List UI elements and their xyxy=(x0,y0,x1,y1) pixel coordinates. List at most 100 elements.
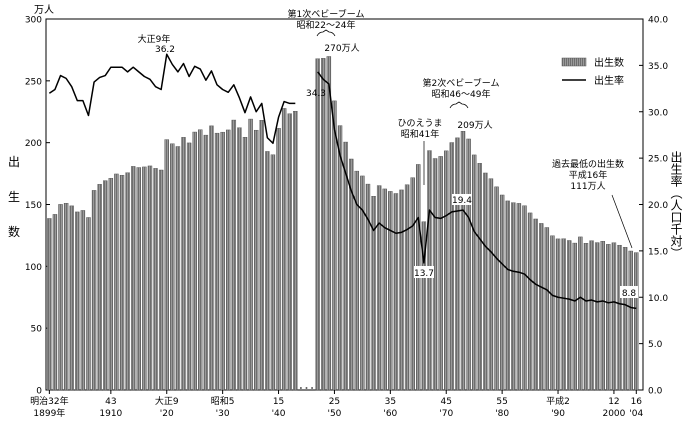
annotation-hinoe-year: 昭和41年 xyxy=(401,128,439,140)
annotation-taisho9: 大正9年 36.2 xyxy=(138,33,175,55)
births-bar xyxy=(589,240,594,391)
births-bar xyxy=(337,125,343,391)
annotation-taisho9-title: 大正9年 xyxy=(138,33,171,45)
left-axis-label-char-2: 生 xyxy=(8,190,20,204)
annotation-lowest-title: 過去最低の出生数 xyxy=(552,158,624,170)
x-tick-label-era: 16 xyxy=(631,397,643,407)
x-tick-label-era: 25 xyxy=(329,397,340,407)
annotation-taisho9-value: 36.2 xyxy=(155,45,175,55)
x-tick-label-year: '20 xyxy=(160,409,174,419)
annotation-hinoe: ひのえうま 昭和41年 13.7 xyxy=(397,118,442,279)
births-bar xyxy=(315,58,320,391)
births-bar xyxy=(455,137,460,391)
births-bar xyxy=(52,214,58,391)
births-bar xyxy=(198,129,203,391)
annotation-boom1-period: 昭和22～24年 xyxy=(297,19,356,31)
annotation-lowest-leader xyxy=(611,194,633,249)
annotation-boom2-rate: 19.4 xyxy=(452,196,472,206)
births-bar xyxy=(214,132,220,391)
left-tick-label: 250 xyxy=(25,77,42,87)
right-tick-label: 5.0 xyxy=(648,340,663,350)
births-bar xyxy=(522,205,527,391)
births-bar xyxy=(483,172,488,391)
annotation-lowest: 過去最低の出生数 平成16年 111万人 8.8 xyxy=(552,158,638,299)
births-bar xyxy=(287,113,292,391)
legend-bar-label: 出生数 xyxy=(594,56,624,69)
right-tick-label: 0.0 xyxy=(648,387,663,397)
births-bar xyxy=(47,218,52,391)
births-bar xyxy=(466,138,471,391)
annotation-hinoe-rate-box xyxy=(414,266,434,278)
annotation-lowest-year: 平成16年 xyxy=(569,169,607,181)
annotation-boom1-title: 第1次ベビーブーム xyxy=(288,8,365,20)
right-tick-label: 25.0 xyxy=(648,155,668,165)
births-bar xyxy=(265,151,270,391)
annotation-boom2-rate-box xyxy=(452,194,472,205)
births-bar xyxy=(477,163,482,391)
births-bar xyxy=(69,205,74,391)
births-bar xyxy=(142,166,147,391)
left-tick-label: 300 xyxy=(25,16,42,26)
x-tick-label-era: 55 xyxy=(496,397,507,407)
births-bar xyxy=(147,165,153,391)
annotation-boom1-births: 270万人 xyxy=(324,43,359,54)
left-tick-label: 100 xyxy=(25,263,42,273)
births-bar xyxy=(471,154,477,391)
births-bar xyxy=(404,184,410,391)
annotation-boom1: 第1次ベビーブーム 昭和22～24年 270万人 34.3 xyxy=(288,8,365,99)
births-bar xyxy=(360,175,365,391)
births-bar xyxy=(410,177,415,391)
missing-year-marker xyxy=(300,387,302,389)
births-bar xyxy=(516,203,522,391)
births-bar xyxy=(326,56,332,391)
births-bar xyxy=(153,168,158,391)
births-bar xyxy=(343,141,348,391)
births-bar xyxy=(332,100,337,391)
births-bar xyxy=(181,137,186,391)
left-tick-label: 150 xyxy=(25,201,42,211)
annotation-boom2-period: 昭和46～49年 xyxy=(432,88,491,100)
births-bar xyxy=(281,108,287,391)
births-bar xyxy=(80,210,86,391)
right-tick-label: 35.0 xyxy=(648,62,668,72)
births-bar xyxy=(555,238,561,391)
missing-year-marker xyxy=(311,387,313,389)
births-bar xyxy=(399,189,404,391)
births-bar xyxy=(460,131,466,391)
x-tick-label-year: '04 xyxy=(629,409,643,419)
births-bar xyxy=(63,203,69,391)
right-tick-label: 10.0 xyxy=(648,294,668,304)
x-tick-label-year: 2000 xyxy=(602,409,625,419)
legend-bar-swatch xyxy=(561,57,587,67)
births-bar xyxy=(449,142,455,391)
births-bar xyxy=(220,131,225,391)
births-bar xyxy=(231,119,237,391)
births-bar xyxy=(382,188,387,391)
annotation-hinoe-title: ひのえうま xyxy=(397,118,442,129)
births-bar xyxy=(321,58,326,391)
births-bar xyxy=(494,186,499,391)
births-bar xyxy=(365,183,371,391)
x-tick-label-era: 45 xyxy=(441,397,452,407)
rate-line xyxy=(48,53,296,145)
births-bar xyxy=(276,128,281,391)
births-bar xyxy=(572,242,578,391)
births-bar xyxy=(438,156,443,391)
births-bar xyxy=(209,125,214,391)
births-bar xyxy=(237,127,242,391)
births-bar xyxy=(505,200,510,391)
annotation-boom2: 第2次ベビーブーム 昭和46～49年 209万人 19.4 xyxy=(423,77,500,206)
annotation-lowest-rate: 8.8 xyxy=(622,289,637,299)
births-bar xyxy=(136,167,141,391)
rate-line xyxy=(317,71,637,310)
births-bar xyxy=(393,193,399,391)
left-axis-label-char-3: 数 xyxy=(8,224,20,239)
births-bar xyxy=(192,131,197,391)
x-tick-label-year: '50 xyxy=(327,409,341,419)
right-tick-label: 15.0 xyxy=(648,247,668,257)
births-bar xyxy=(125,172,130,391)
x-tick-label-year: '30 xyxy=(216,409,230,419)
births-bar xyxy=(97,184,102,391)
births-bar xyxy=(511,202,516,391)
right-tick-label: 20.0 xyxy=(648,201,668,211)
